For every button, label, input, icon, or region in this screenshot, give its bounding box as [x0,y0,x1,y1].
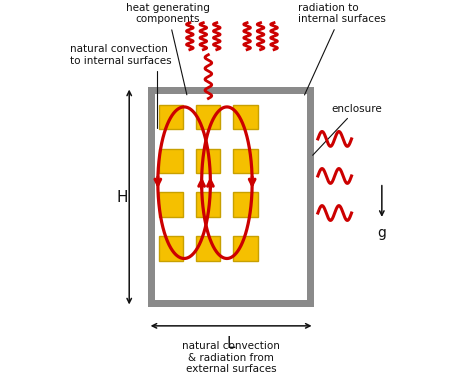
Text: enclosure: enclosure [313,104,382,155]
Text: radiation to
internal surfaces: radiation to internal surfaces [298,3,385,95]
Text: g: g [377,227,386,241]
Bar [233,236,257,261]
Bar [196,193,220,217]
Bar [233,105,257,129]
Bar [233,149,257,173]
Text: H: H [116,190,128,204]
Bar [148,87,314,307]
Text: natural convection
to internal surfaces: natural convection to internal surfaces [70,44,172,128]
Bar [159,236,183,261]
Text: heat generating
components: heat generating components [126,3,210,95]
Bar [159,105,183,129]
Bar [159,193,183,217]
Bar [155,94,307,300]
Bar [196,236,220,261]
Bar [196,149,220,173]
Bar [159,149,183,173]
Bar [233,193,257,217]
Text: natural convection
& radiation from
external surfaces: natural convection & radiation from exte… [182,341,280,374]
Bar [196,105,220,129]
Text: L: L [227,336,236,351]
